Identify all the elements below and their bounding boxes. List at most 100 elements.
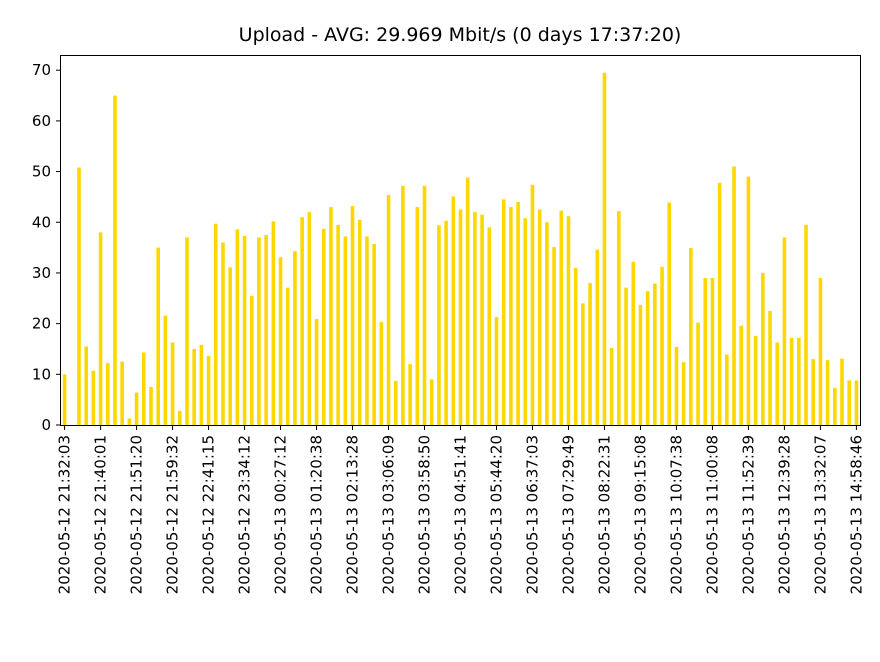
bar-10 (134, 392, 139, 425)
bar-90 (710, 278, 715, 425)
x-tick-label-7: 2020-05-13 01:20:38 (308, 435, 326, 594)
bar-37 (329, 207, 333, 425)
bar-5 (98, 232, 103, 425)
bar-4 (91, 370, 96, 425)
bar-14 (163, 315, 168, 425)
bar-86 (681, 362, 686, 425)
bar-76 (609, 347, 614, 425)
bar-81 (645, 291, 650, 425)
bar-83 (660, 266, 664, 425)
bar-31 (285, 287, 290, 425)
bar-70 (566, 216, 571, 425)
bar-102 (797, 337, 801, 425)
y-tick-label-4: 40 (32, 213, 51, 231)
bar-39 (343, 236, 348, 425)
bar-3 (84, 346, 88, 425)
bar-29 (271, 221, 276, 425)
bar-28 (264, 234, 268, 425)
bar-47 (401, 185, 405, 425)
bar-71 (573, 267, 578, 425)
bar-74 (595, 249, 600, 425)
bar-56 (465, 177, 470, 425)
bar-100 (782, 237, 787, 425)
bar-75 (602, 72, 607, 426)
x-tick-label-12: 2020-05-13 05:44:20 (487, 435, 505, 594)
x-tick-label-21: 2020-05-13 13:32:07 (811, 435, 829, 594)
bar-89 (703, 278, 708, 425)
bar-103 (804, 224, 808, 425)
bar-79 (631, 261, 636, 425)
bar-40 (350, 206, 355, 425)
bar-0 (62, 374, 67, 425)
bar-35 (314, 319, 319, 425)
bar-9 (127, 418, 132, 425)
x-tick-label-2: 2020-05-12 21:51:20 (128, 435, 146, 594)
bar-107 (833, 388, 837, 425)
bar-93 (732, 166, 736, 425)
bar-92 (725, 354, 729, 425)
x-tick-label-1: 2020-05-12 21:40:01 (92, 435, 110, 594)
bar-38 (336, 224, 340, 425)
x-tick-label-11: 2020-05-13 04:51:41 (452, 435, 470, 594)
x-tick-label-6: 2020-05-13 00:27:12 (272, 435, 290, 594)
bar-27 (257, 237, 261, 425)
bar-50 (422, 185, 427, 425)
bar-97 (761, 272, 765, 425)
bar-12 (149, 386, 153, 425)
bar-110 (854, 380, 859, 425)
bar-24 (235, 229, 240, 425)
bar-63 (516, 201, 520, 425)
bar-42 (365, 236, 369, 425)
y-tick-label-1: 10 (32, 365, 51, 383)
bar-30 (278, 257, 283, 425)
bar-7 (113, 95, 117, 426)
bar-99 (775, 342, 780, 425)
bar-64 (523, 218, 528, 425)
y-tick-label-6: 60 (32, 112, 51, 130)
bars-group (62, 72, 859, 426)
bar-13 (156, 247, 160, 425)
bar-88 (696, 322, 700, 425)
bar-36 (321, 228, 326, 425)
bar-45 (386, 194, 391, 425)
x-tick-label-0: 2020-05-12 21:32:03 (56, 435, 74, 594)
bar-25 (242, 235, 247, 425)
bar-61 (501, 199, 506, 425)
bar-69 (559, 210, 564, 425)
bar-77 (617, 211, 621, 425)
plot-frame (60, 55, 861, 426)
bar-60 (494, 317, 499, 425)
bar-55 (458, 209, 463, 425)
bar-59 (487, 227, 492, 425)
x-tick-label-9: 2020-05-13 03:06:09 (380, 435, 398, 594)
bar-108 (840, 358, 844, 425)
x-tick-label-19: 2020-05-13 11:52:39 (739, 435, 757, 594)
bar-68 (552, 247, 556, 425)
bar-17 (185, 237, 189, 425)
bar-54 (451, 196, 456, 425)
bar-52 (437, 225, 441, 425)
bar-51 (429, 379, 434, 425)
x-tick-label-14: 2020-05-13 07:29:49 (559, 435, 577, 594)
bar-65 (530, 184, 535, 425)
bar-62 (509, 207, 513, 425)
bar-15 (170, 342, 175, 425)
bar-98 (768, 310, 772, 425)
bar-66 (537, 209, 542, 425)
bar-80 (638, 304, 643, 425)
bar-109 (847, 380, 851, 425)
bar-58 (480, 214, 484, 425)
bar-2 (77, 167, 81, 425)
bar-94 (739, 325, 744, 425)
chart-title: Upload - AVG: 29.969 Mbit/s (0 days 17:3… (239, 24, 682, 46)
bar-32 (293, 251, 297, 425)
bar-87 (689, 248, 693, 425)
y-axis: 0 10 20 30 40 50 60 70 (32, 61, 61, 434)
x-tick-label-20: 2020-05-13 12:39:28 (775, 435, 793, 594)
bar-26 (249, 295, 254, 425)
bar-105 (818, 278, 823, 425)
bar-78 (624, 287, 628, 425)
bar-6 (105, 363, 110, 425)
bar-8 (120, 361, 124, 425)
